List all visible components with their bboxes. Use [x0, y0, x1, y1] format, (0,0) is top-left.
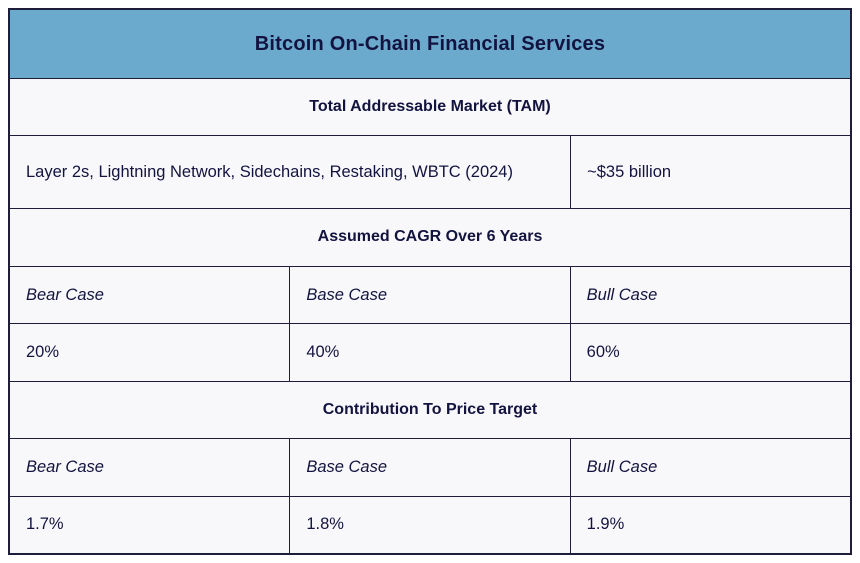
contribution-bear-value: 1.7% — [10, 496, 291, 553]
section-header-tam: Total Addressable Market (TAM) — [10, 79, 850, 137]
contribution-bear-case-label: Bear Case — [10, 439, 291, 496]
cagr-bear-value: 20% — [10, 324, 291, 381]
cagr-bull-value: 60% — [586, 343, 620, 362]
bitcoin-onchain-table: Bitcoin On-Chain Financial Services Tota… — [8, 8, 852, 555]
table-title: Bitcoin On-Chain Financial Services — [254, 32, 606, 55]
cagr-bull-case-label: Bull Case — [586, 285, 658, 304]
section-header-cagr: Assumed CAGR Over 6 Years — [10, 209, 850, 267]
tam-row: Layer 2s, Lightning Network, Sidechains,… — [10, 136, 850, 210]
tam-description-text: Layer 2s, Lightning Network, Sidechains,… — [26, 163, 513, 182]
contribution-bull-value: 1.9% — [586, 515, 625, 534]
table-title-bar: Bitcoin On-Chain Financial Services — [10, 10, 850, 79]
cagr-case-label-row: Bear Case Base Case Bull Case — [10, 266, 850, 325]
cagr-base-value: 40% — [290, 324, 571, 381]
contribution-base-value: 1.8% — [290, 496, 571, 553]
tam-value-cell: ~$35 billion — [587, 163, 672, 182]
contribution-base-case-label: Base Case — [290, 439, 571, 496]
contribution-bull-case-label: Bull Case — [586, 457, 658, 476]
cagr-values-row: 20% 40% 60% — [10, 324, 850, 382]
section-header-contribution: Contribution To Price Target — [10, 382, 850, 440]
cagr-bear-case-label: Bear Case — [10, 266, 291, 324]
cagr-base-case-label: Base Case — [290, 266, 571, 324]
tam-description-cell: Layer 2s, Lightning Network, Sidechains,… — [10, 136, 572, 209]
contribution-case-label-row: Bear Case Base Case Bull Case — [10, 439, 850, 497]
contribution-values-row: 1.7% 1.8% 1.9% — [10, 496, 850, 553]
